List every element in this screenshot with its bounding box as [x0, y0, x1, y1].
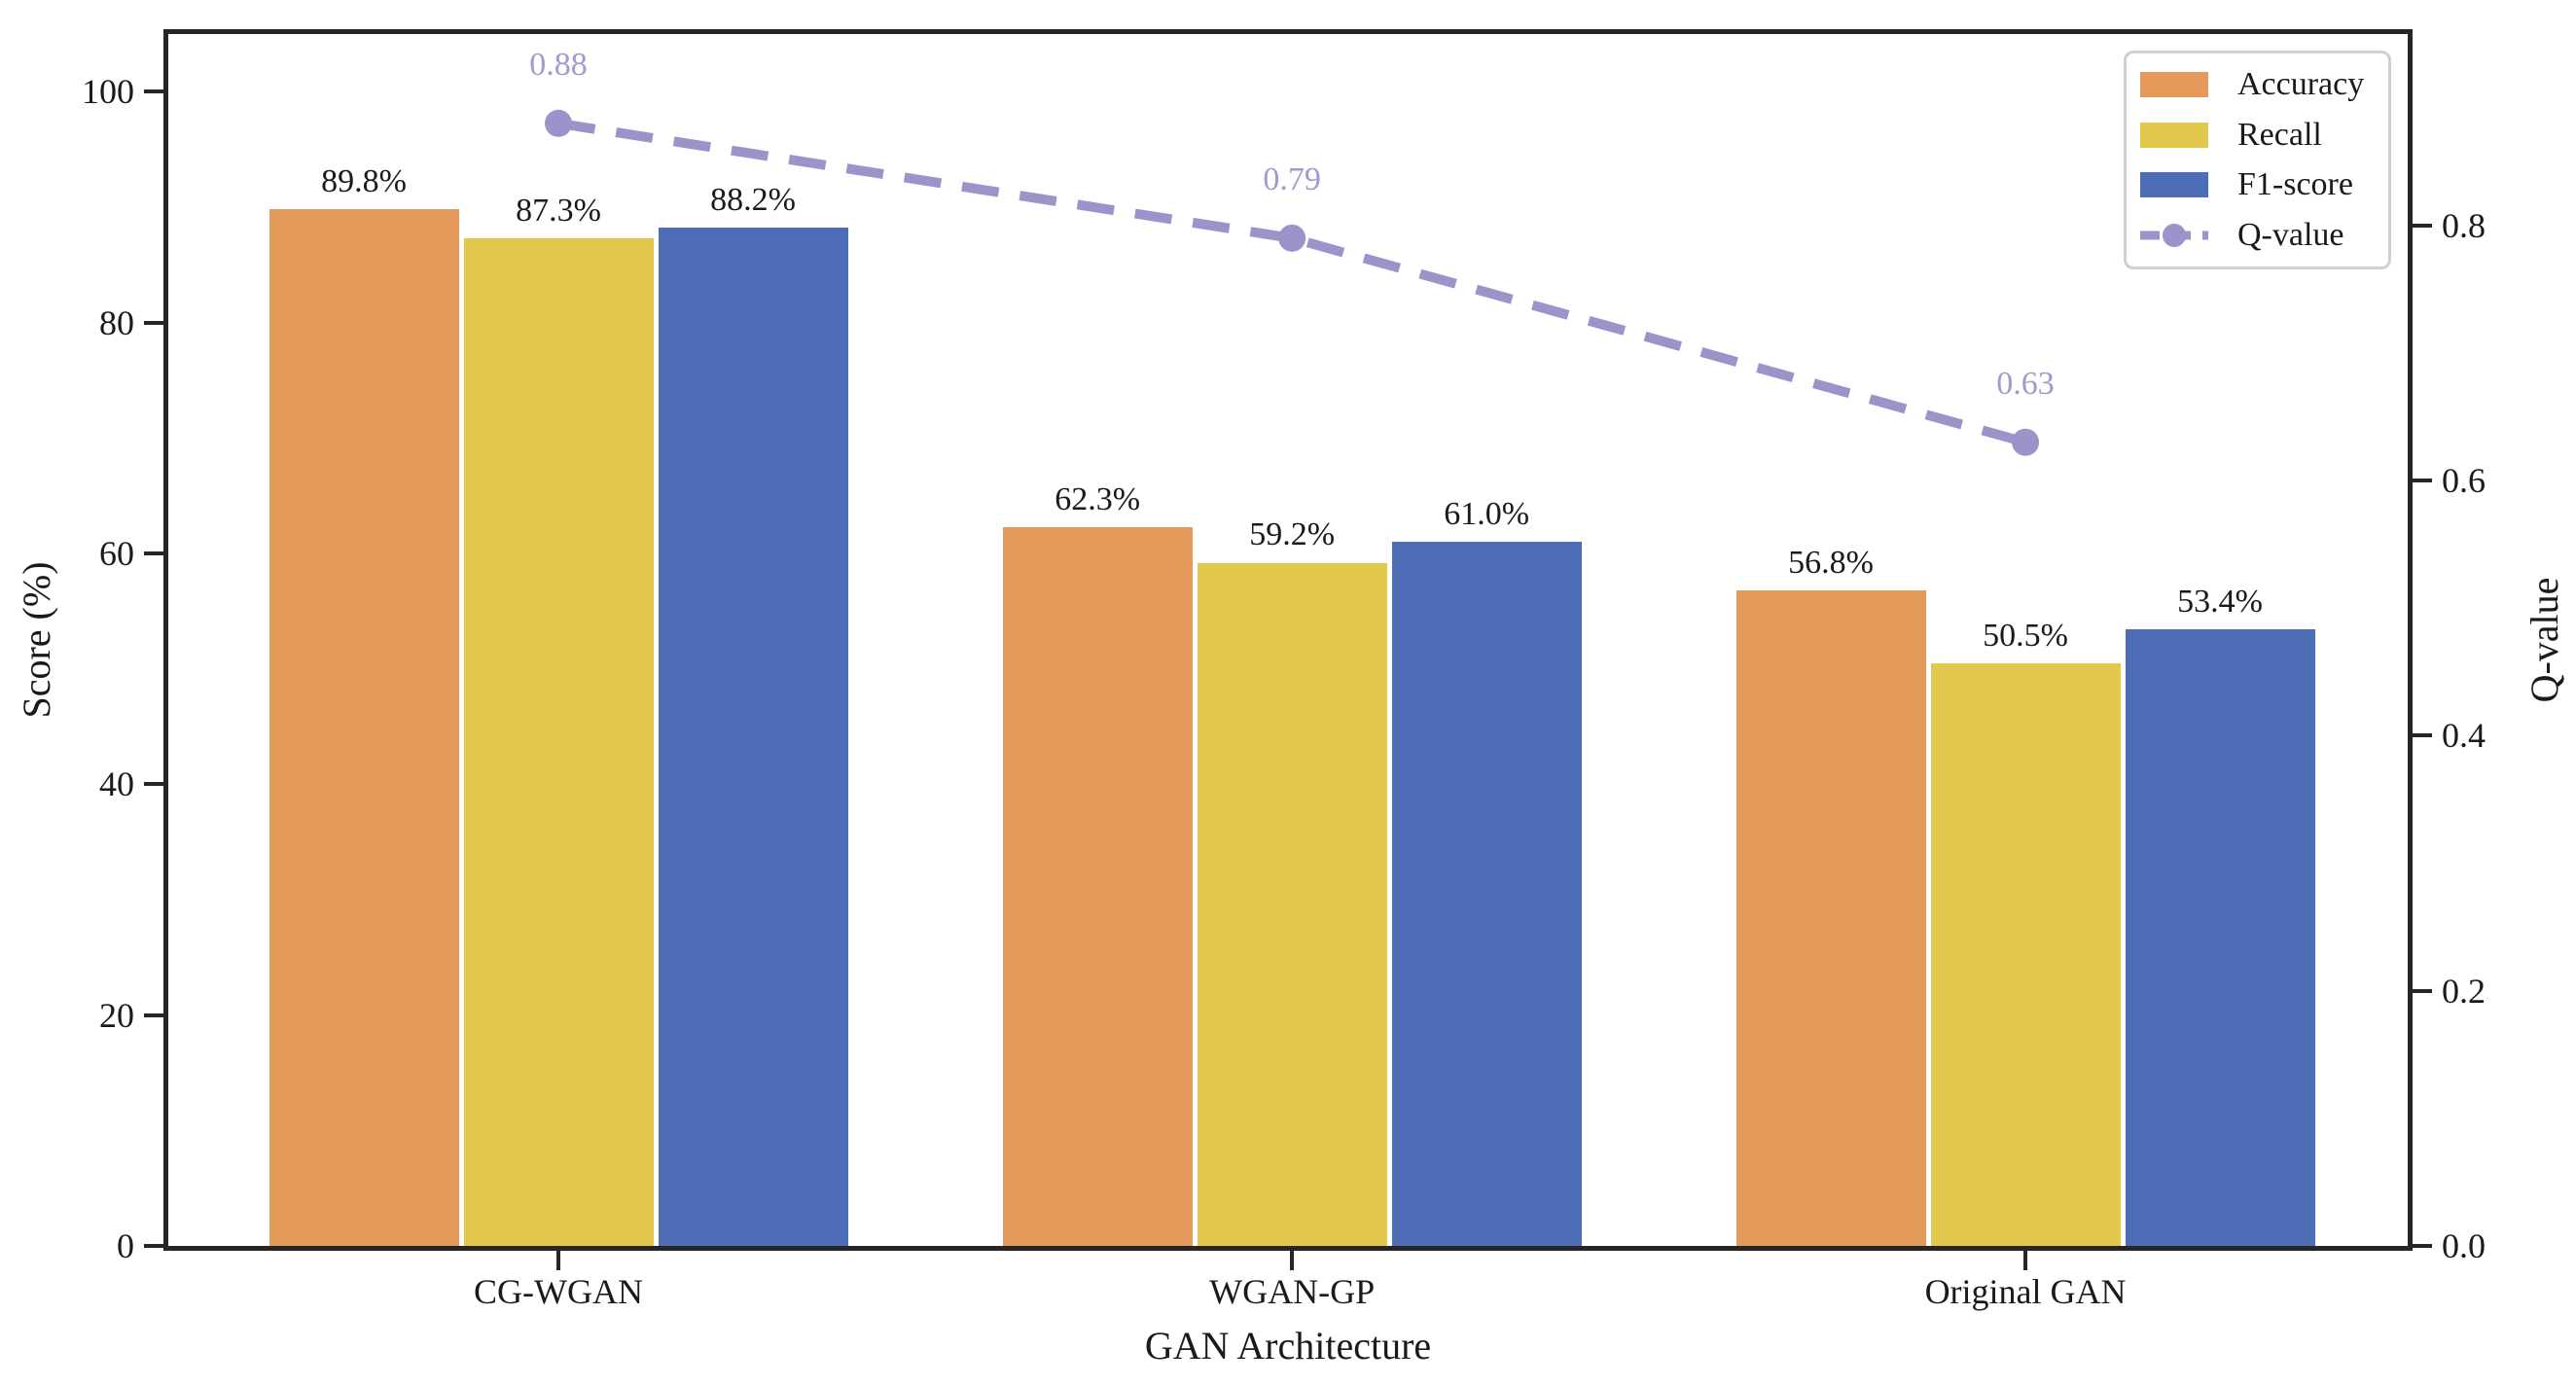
bar-value-label: 56.8% [1788, 544, 1874, 581]
y-axis-right-tick-label: 0.6 [2442, 461, 2486, 501]
y-axis-right-tick [2413, 223, 2432, 228]
y-axis-left-tick [144, 320, 163, 325]
bar-accuracy-0 [268, 209, 459, 1246]
plot-area: 89.8% 62.3% 56.8% 87.3% 59.2% 50.5% 88.2% 61.0%… [163, 29, 2413, 1251]
legend-box: Accuracy Recall F1-score Q-value [2124, 51, 2391, 269]
y-axis-left-tick [144, 551, 163, 555]
bar-f1-score-1 [1391, 542, 1582, 1246]
y-axis-left-tick [144, 782, 163, 787]
bar-accuracy-2 [1735, 589, 1926, 1246]
bar-value-label: 53.4% [2177, 584, 2263, 621]
q-value-line-layer [545, 109, 2040, 456]
y-axis-right-tick [2413, 479, 2432, 483]
y-axis-right-label: Q-value [2522, 577, 2566, 703]
y-axis-right-tick-label: 0.8 [2442, 205, 2486, 245]
bar-f1-score-0 [658, 228, 848, 1246]
y-axis-left-label: Score (%) [15, 561, 58, 719]
bar-value-label: 50.5% [1983, 617, 2068, 654]
bar-recall-0 [463, 238, 654, 1246]
y-axis-left-tick [144, 89, 163, 94]
legend-item-label: Recall [2237, 116, 2322, 153]
legend-swatch [2140, 172, 2208, 198]
y-axis-left-tick [144, 1012, 163, 1017]
bar-value-label: 62.3% [1055, 480, 1141, 517]
q-value-marker [545, 109, 573, 137]
bar-value-label: 89.8% [321, 163, 407, 200]
legend-item-f1-score: F1-score [2140, 160, 2388, 211]
x-axis-tick [556, 1251, 560, 1270]
y-axis-right-tick [2413, 988, 2432, 993]
bar-value-label: 87.3% [516, 193, 601, 230]
bar-f1-score-2 [2125, 629, 2315, 1246]
y-axis-left-tick-label: 40 [99, 764, 134, 804]
q-value-label: 0.79 [1263, 160, 1321, 197]
q-value-label: 0.63 [1996, 365, 2055, 402]
q-value-label: 0.88 [529, 46, 588, 83]
legend-line-sample [2140, 224, 2208, 248]
legend-item-accuracy: Accuracy [2140, 59, 2388, 110]
bar-accuracy-1 [1002, 526, 1193, 1246]
y-axis-right-tick [2413, 733, 2432, 738]
y-axis-left-tick-label: 60 [99, 534, 134, 573]
legend-item-label: F1-score [2237, 166, 2353, 203]
x-axis-tick-label: WGAN-GP [1209, 1272, 1376, 1311]
x-axis-tick [2023, 1251, 2028, 1270]
x-axis-tick-label: Original GAN [1924, 1272, 2127, 1311]
y-axis-left-tick-label: 0 [117, 1226, 134, 1265]
bar-value-label: 59.2% [1249, 516, 1336, 553]
legend-item-recall: Recall [2140, 110, 2388, 160]
y-axis-right-tick [2413, 1244, 2432, 1248]
q-value-marker [2012, 428, 2040, 456]
y-axis-left-tick-label: 20 [99, 995, 134, 1035]
bar-value-label: 88.2% [710, 182, 796, 219]
q-value-dashed-line [557, 118, 2027, 447]
legend-swatch [2140, 71, 2208, 97]
legend-marker [2163, 224, 2186, 248]
y-axis-right-tick-label: 0.2 [2442, 971, 2486, 1011]
y-axis-right-tick-label: 0.4 [2442, 716, 2486, 756]
y-axis-left-tick-label: 100 [82, 72, 134, 112]
x-axis-tick [1290, 1251, 1295, 1270]
y-axis-left-tick [144, 1244, 163, 1248]
legend-item-label: Q-value [2237, 217, 2344, 254]
bar-value-label: 61.0% [1444, 496, 1530, 533]
y-axis-right-tick-label: 0.0 [2442, 1226, 2486, 1265]
y-axis-left-tick-label: 80 [99, 302, 134, 342]
legend-item-label: Accuracy [2237, 65, 2365, 102]
x-axis-tick-label: CG-WGAN [474, 1272, 643, 1311]
bar-recall-2 [1930, 662, 2121, 1246]
q-value-marker [1278, 224, 1306, 252]
x-axis-label: GAN Architecture [1144, 1324, 1432, 1367]
bar-recall-1 [1197, 562, 1387, 1246]
legend-item-q-value: Q-value [2140, 210, 2388, 261]
legend-swatch [2140, 122, 2208, 148]
